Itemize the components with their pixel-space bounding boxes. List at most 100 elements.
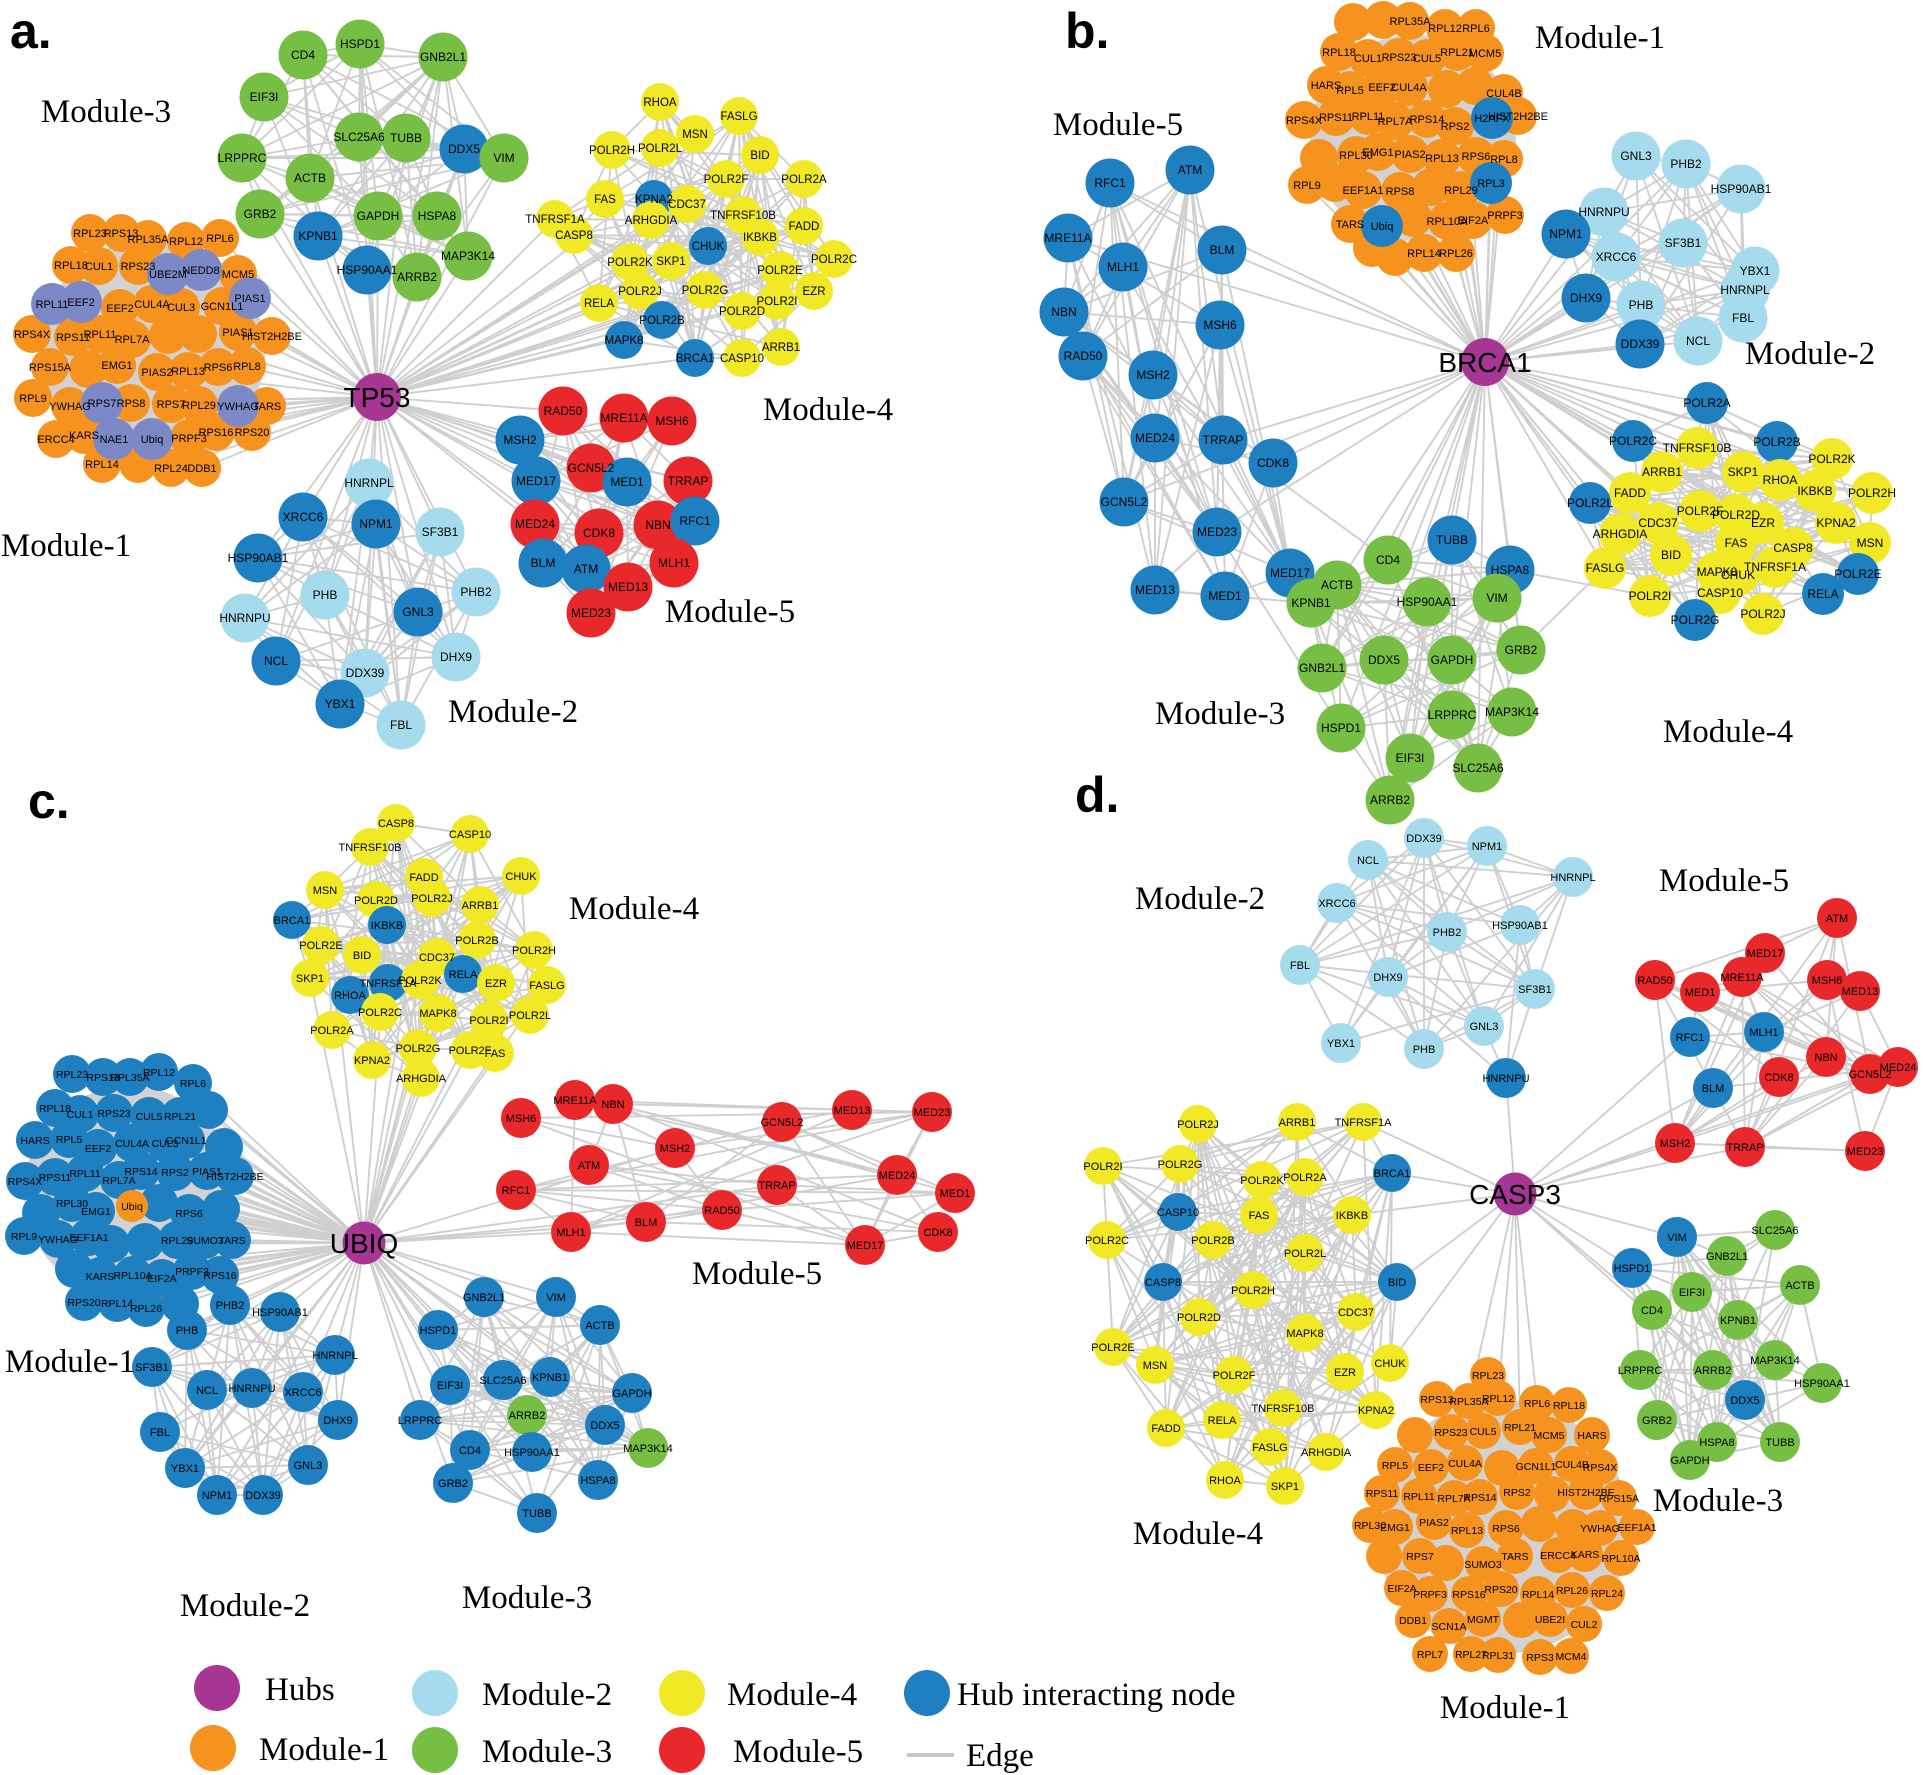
svg-text:ERCC4: ERCC4: [1540, 1550, 1576, 1562]
svg-text:HSPA8: HSPA8: [1491, 563, 1530, 577]
svg-text:BLM: BLM: [1210, 243, 1235, 257]
svg-text:TNFRSF1A: TNFRSF1A: [1744, 560, 1806, 574]
svg-text:HIST2H2BE: HIST2H2BE: [242, 331, 302, 343]
svg-text:Ubiq: Ubiq: [1371, 221, 1394, 233]
svg-text:YWHAG: YWHAG: [38, 1234, 78, 1246]
svg-text:HSPD1: HSPD1: [1614, 1263, 1651, 1275]
svg-text:POLR2I: POLR2I: [469, 1015, 508, 1027]
svg-text:CASP3: CASP3: [1469, 1179, 1561, 1210]
svg-text:DDX5: DDX5: [1368, 653, 1400, 667]
svg-text:CUL1: CUL1: [1354, 53, 1382, 65]
svg-text:UBE2M: UBE2M: [149, 269, 187, 281]
svg-text:PIAS2: PIAS2: [141, 367, 172, 379]
svg-text:POLR2H: POLR2H: [1848, 486, 1896, 500]
svg-text:PRPF3: PRPF3: [171, 433, 206, 445]
svg-text:RPL12: RPL12: [143, 1067, 175, 1079]
svg-text:POLR2G: POLR2G: [1671, 613, 1720, 627]
svg-text:XRCC6: XRCC6: [283, 510, 324, 524]
svg-text:EZR: EZR: [803, 286, 826, 298]
svg-text:RPL3: RPL3: [1477, 178, 1505, 190]
svg-text:RPS23: RPS23: [97, 1108, 130, 1120]
svg-text:RPL29: RPL29: [182, 400, 216, 412]
svg-text:TARS: TARS: [1501, 1551, 1528, 1563]
svg-text:POLR2K: POLR2K: [1240, 1175, 1284, 1187]
svg-text:FAS: FAS: [1249, 1210, 1270, 1222]
svg-text:MLH1: MLH1: [658, 556, 690, 570]
svg-text:GNL3: GNL3: [294, 1460, 323, 1472]
svg-text:KPNB1: KPNB1: [1720, 1315, 1756, 1327]
svg-text:RPS11: RPS11: [1319, 112, 1353, 124]
svg-text:Module-5: Module-5: [692, 1256, 822, 1292]
svg-text:Module-4: Module-4: [763, 392, 893, 428]
svg-text:HSP90AA1: HSP90AA1: [1397, 595, 1458, 609]
svg-text:PIAS2: PIAS2: [1394, 149, 1425, 161]
svg-text:RHOA: RHOA: [1763, 473, 1798, 487]
svg-text:HSPA8: HSPA8: [418, 209, 457, 223]
svg-text:POLR2A: POLR2A: [1283, 1172, 1327, 1184]
svg-text:GNL3: GNL3: [1620, 149, 1652, 163]
svg-text:RPS14: RPS14: [1410, 114, 1445, 126]
svg-text:NAE1: NAE1: [100, 434, 129, 446]
svg-text:GCN1L1: GCN1L1: [201, 301, 244, 313]
svg-text:RPS11: RPS11: [1366, 1488, 1399, 1500]
svg-text:RPS15A: RPS15A: [1599, 1493, 1639, 1505]
svg-text:MAP3K14: MAP3K14: [1485, 705, 1539, 719]
svg-text:POLR2A: POLR2A: [310, 1025, 354, 1037]
svg-text:Module-4: Module-4: [569, 891, 699, 927]
svg-text:GNB2L1: GNB2L1: [1299, 661, 1345, 675]
svg-text:SKP1: SKP1: [1728, 465, 1759, 479]
svg-text:RPL11: RPL11: [84, 329, 117, 341]
svg-text:POLR2I: POLR2I: [1083, 1161, 1122, 1173]
svg-text:HNRNPL: HNRNPL: [1550, 872, 1595, 884]
svg-text:MED17: MED17: [1747, 948, 1784, 960]
svg-text:RPL11: RPL11: [1403, 1491, 1434, 1503]
svg-text:Module-3: Module-3: [41, 94, 171, 130]
svg-text:HARS: HARS: [20, 1135, 49, 1147]
svg-text:NPM1: NPM1: [1549, 227, 1583, 241]
svg-text:CASP8: CASP8: [555, 230, 593, 242]
svg-text:RPL18: RPL18: [1553, 1400, 1585, 1412]
svg-text:RFC1: RFC1: [1676, 1032, 1705, 1044]
svg-text:Module-5: Module-5: [1053, 107, 1183, 143]
svg-text:CDC37: CDC37: [668, 199, 706, 211]
svg-text:CD4: CD4: [291, 48, 315, 62]
svg-text:HNRNPU: HNRNPU: [228, 1383, 275, 1395]
svg-text:POLR2H: POLR2H: [1231, 1285, 1275, 1297]
svg-text:FBL: FBL: [390, 718, 412, 732]
svg-text:RPS23: RPS23: [1434, 1427, 1467, 1439]
svg-text:CDC37: CDC37: [1638, 516, 1678, 530]
svg-text:MED1: MED1: [940, 1188, 971, 1200]
svg-text:POLR2D: POLR2D: [354, 895, 398, 907]
svg-text:MRE11A: MRE11A: [600, 411, 647, 425]
svg-text:RPL35A: RPL35A: [110, 1072, 149, 1084]
svg-text:MED24: MED24: [1135, 431, 1175, 445]
svg-text:d.: d.: [1075, 767, 1119, 823]
svg-text:HSP90AB1: HSP90AB1: [1492, 920, 1548, 932]
svg-text:TARS: TARS: [218, 1235, 245, 1247]
svg-text:Module-3: Module-3: [1653, 1483, 1783, 1519]
svg-text:RPL21: RPL21: [164, 1111, 196, 1123]
svg-text:ACTB: ACTB: [294, 171, 326, 185]
svg-text:YBX1: YBX1: [325, 697, 356, 711]
svg-text:POLR2F: POLR2F: [449, 1045, 492, 1057]
svg-text:RFC1: RFC1: [502, 1185, 531, 1197]
svg-text:RPL21: RPL21: [1504, 1422, 1536, 1434]
svg-text:FBL: FBL: [150, 1427, 170, 1439]
svg-text:RELA: RELA: [584, 298, 614, 310]
svg-text:FADD: FADD: [789, 221, 820, 233]
svg-text:RPL6: RPL6: [1524, 1398, 1550, 1410]
svg-text:CUL2: CUL2: [1571, 1619, 1598, 1631]
svg-text:POLR2G: POLR2G: [1158, 1159, 1203, 1171]
svg-text:MAP3K14: MAP3K14: [1750, 1355, 1800, 1367]
svg-text:CDK8: CDK8: [1257, 456, 1289, 470]
svg-text:EIF3I: EIF3I: [1396, 751, 1425, 765]
svg-text:MSH6: MSH6: [1203, 318, 1237, 332]
svg-text:RPS16: RPS16: [203, 1270, 236, 1282]
svg-text:XRCC6: XRCC6: [1596, 250, 1637, 264]
svg-text:ARRB1: ARRB1: [1279, 1117, 1316, 1129]
svg-text:HSP90AB1: HSP90AB1: [252, 1307, 308, 1319]
svg-text:ARHGDIA: ARHGDIA: [1593, 527, 1648, 541]
svg-text:POLR2L: POLR2L: [1567, 496, 1613, 510]
svg-text:RPL7A: RPL7A: [1378, 116, 1414, 128]
svg-text:ARRB1: ARRB1: [462, 900, 499, 912]
